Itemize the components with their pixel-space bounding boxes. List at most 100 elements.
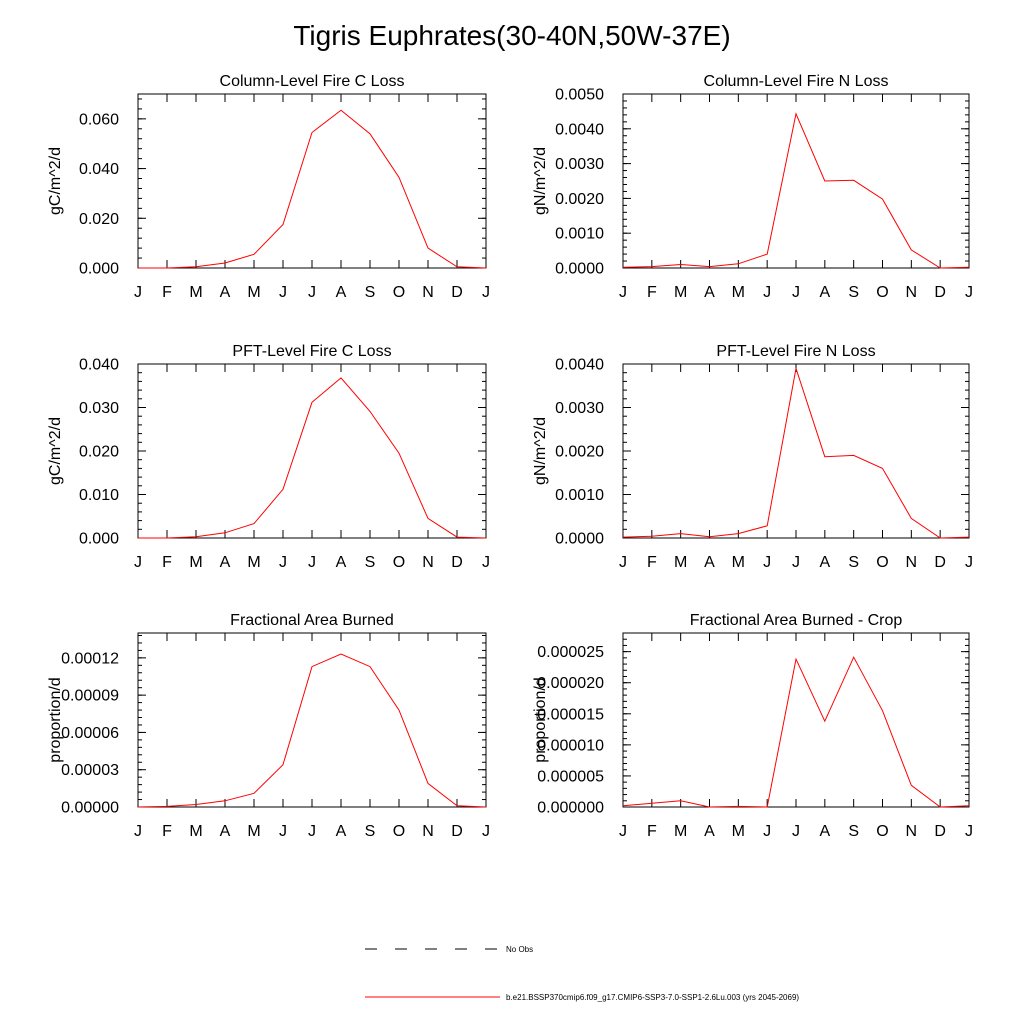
panel-title: Fractional Area Burned - Crop — [690, 612, 903, 629]
x-tick-label: J — [619, 823, 627, 840]
y-tick-label: 0.020 — [79, 444, 119, 461]
y-tick-label: 0.010 — [79, 487, 119, 504]
x-tick-label: A — [819, 284, 830, 301]
x-tick-label: J — [965, 554, 973, 571]
x-tick-label: M — [189, 554, 202, 571]
y-tick-label: 0.00009 — [61, 688, 119, 705]
x-tick-label: D — [934, 554, 946, 571]
panel-title: Column-Level Fire C Loss — [220, 73, 405, 90]
x-tick-label: S — [365, 284, 376, 301]
panel-title: PFT-Level Fire N Loss — [716, 343, 875, 360]
y-tick-label: 0.0000 — [555, 261, 604, 278]
x-tick-label: F — [162, 823, 172, 840]
y-tick-label: 0.0030 — [555, 156, 604, 173]
x-tick-label: J — [619, 284, 627, 301]
y-axis-label: proportion/d — [47, 677, 64, 762]
x-tick-label: F — [647, 554, 657, 571]
x-tick-label: M — [732, 284, 745, 301]
panel-title: Column-Level Fire N Loss — [704, 73, 889, 90]
x-tick-label: D — [934, 823, 946, 840]
y-tick-label: 0.000000 — [537, 800, 604, 817]
x-tick-label: J — [279, 823, 287, 840]
x-tick-label: J — [792, 554, 800, 571]
y-tick-label: 0.000005 — [537, 768, 604, 785]
x-tick-label: J — [134, 284, 142, 301]
x-tick-label: D — [451, 823, 463, 840]
x-tick-label: N — [906, 823, 918, 840]
x-tick-label: S — [365, 554, 376, 571]
y-axis-label: gN/m^2/d — [532, 417, 549, 485]
y-tick-label: 0.040 — [79, 161, 119, 178]
series-line — [138, 109, 487, 269]
plot-frame — [622, 363, 970, 539]
x-tick-label: J — [308, 554, 316, 571]
y-tick-label: 0.00000 — [61, 800, 119, 817]
x-tick-label: J — [134, 554, 142, 571]
y-tick-label: 0.0040 — [555, 121, 604, 138]
x-tick-label: J — [763, 554, 771, 571]
x-tick-label: J — [763, 823, 771, 840]
y-tick-label: 0.0050 — [555, 87, 604, 104]
y-tick-label: 0.000 — [79, 531, 119, 548]
y-tick-label: 0.0040 — [555, 357, 604, 374]
x-tick-label: M — [674, 284, 687, 301]
x-tick-label: M — [247, 284, 260, 301]
x-tick-label: N — [422, 823, 434, 840]
x-tick-label: J — [619, 554, 627, 571]
x-tick-label: A — [336, 823, 347, 840]
x-tick-label: D — [451, 554, 463, 571]
x-tick-label: M — [247, 554, 260, 571]
y-axis-label: proportion/d — [532, 677, 549, 762]
x-tick-label: N — [906, 284, 918, 301]
x-tick-label: A — [704, 284, 715, 301]
series-line — [622, 112, 970, 269]
x-tick-label: D — [934, 284, 946, 301]
legend: No Obs b.e21.BSSP370cmip6.f09_g17.CMIP6-… — [365, 945, 799, 1002]
series-line — [138, 377, 487, 539]
x-tick-label: A — [819, 554, 830, 571]
plot-frame — [137, 93, 487, 269]
x-tick-label: N — [422, 284, 434, 301]
series-line — [622, 656, 970, 808]
y-tick-label: 0.020 — [79, 211, 119, 228]
y-tick-label: 0.030 — [79, 400, 119, 417]
x-tick-label: M — [189, 823, 202, 840]
x-tick-label: O — [876, 284, 888, 301]
x-tick-label: O — [393, 823, 405, 840]
y-tick-label: 0.0000 — [555, 531, 604, 548]
y-axis-label: gC/m^2/d — [47, 147, 64, 215]
y-tick-label: 0.000010 — [537, 737, 604, 754]
y-tick-label: 0.000 — [79, 261, 119, 278]
x-tick-label: M — [247, 823, 260, 840]
x-tick-label: J — [308, 284, 316, 301]
y-tick-label: 0.00003 — [61, 762, 119, 779]
y-tick-label: 0.0020 — [555, 191, 604, 208]
x-tick-label: O — [393, 554, 405, 571]
x-tick-label: M — [674, 554, 687, 571]
y-tick-label: 0.060 — [79, 111, 119, 128]
x-tick-label: O — [876, 554, 888, 571]
x-tick-label: A — [336, 284, 347, 301]
y-tick-label: 0.000025 — [537, 644, 604, 661]
y-tick-label: 0.0030 — [555, 400, 604, 417]
y-tick-label: 0.00012 — [61, 650, 119, 667]
x-tick-label: J — [308, 823, 316, 840]
x-tick-label: J — [279, 284, 287, 301]
figure-title: Tigris Euphrates(30-40N,50W-37E) — [293, 20, 731, 51]
x-tick-label: M — [732, 823, 745, 840]
y-tick-label: 0.00006 — [61, 725, 119, 742]
legend-obs-label: No Obs — [506, 945, 533, 954]
x-tick-label: A — [704, 823, 715, 840]
y-tick-label: 0.040 — [79, 357, 119, 374]
x-tick-label: J — [792, 284, 800, 301]
x-tick-label: M — [189, 284, 202, 301]
x-tick-label: O — [393, 284, 405, 301]
x-tick-label: A — [336, 554, 347, 571]
x-tick-label: J — [482, 823, 490, 840]
x-tick-label: J — [965, 284, 973, 301]
x-tick-label: F — [647, 284, 657, 301]
